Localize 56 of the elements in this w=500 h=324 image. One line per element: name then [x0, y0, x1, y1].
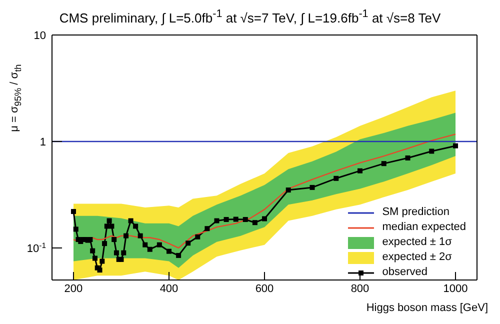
point: [133, 224, 138, 229]
legend-label: expected ± 1σ: [382, 235, 452, 250]
point: [106, 218, 112, 224]
point: [176, 252, 182, 258]
point: [310, 184, 315, 190]
x-tick-label: 400: [160, 282, 178, 295]
legend-label: expected ± 2σ: [382, 250, 452, 265]
point: [262, 216, 267, 222]
point: [381, 161, 386, 166]
point: [124, 233, 129, 238]
point: [102, 241, 108, 246]
x-tick-label: 1000: [443, 282, 468, 295]
point: [100, 258, 105, 264]
point: [242, 217, 248, 222]
point: [204, 226, 210, 232]
point: [405, 155, 410, 160]
point: [109, 224, 114, 229]
x-axis-title: Higgs boson mass [GeV]: [366, 302, 488, 314]
point: [252, 220, 258, 226]
x-tick-label: 600: [255, 282, 274, 295]
point: [358, 168, 363, 174]
x-tick-label: 200: [64, 282, 83, 295]
point: [97, 268, 102, 273]
point: [128, 218, 134, 224]
point: [453, 143, 458, 148]
point: [92, 256, 98, 261]
x-tick-label: 800: [350, 282, 370, 295]
point: [214, 218, 220, 224]
point: [186, 240, 191, 246]
point: [147, 246, 152, 252]
point: [114, 250, 119, 256]
point: [429, 148, 434, 154]
point: [138, 233, 143, 238]
y-tick-label: 10$^{-1}$: [26, 240, 46, 255]
point: [70, 208, 76, 214]
y-tick-label: 10: [34, 30, 46, 42]
y-tick-label: 1: [40, 136, 46, 148]
legend-label: SM prediction: [382, 205, 450, 220]
point: [195, 234, 200, 240]
point: [286, 188, 291, 193]
point: [142, 242, 148, 248]
point: [233, 216, 238, 222]
point: [121, 250, 126, 256]
legend-label: median expected: [382, 220, 466, 235]
point: [334, 176, 339, 181]
chart-title: CMS preliminary, ∫ L=5.0fb$^{-1}$ at √s=7 TeV, ∫ L=19.6fb$^{-1}$ at √s=8 TeV: [58, 8, 442, 26]
point: [73, 226, 78, 232]
point: [118, 256, 124, 262]
point: [156, 242, 162, 248]
point: [112, 237, 117, 242]
point: [88, 237, 93, 242]
point: [166, 248, 172, 254]
point: [104, 224, 110, 229]
point: [224, 217, 229, 222]
legend-label: observed: [382, 265, 428, 280]
point: [90, 248, 96, 254]
